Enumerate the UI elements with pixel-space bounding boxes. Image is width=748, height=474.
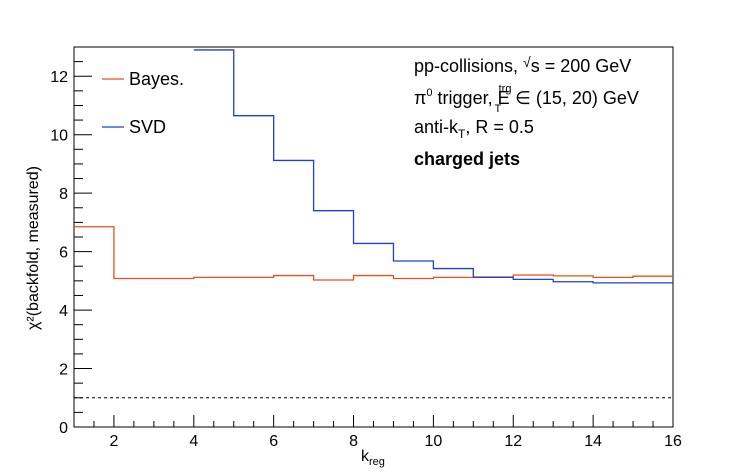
- y-tick-label: 8: [59, 186, 68, 203]
- x-tick-label: 14: [584, 433, 602, 450]
- legend: Bayes. SVD: [102, 69, 184, 137]
- series-layer: [74, 49, 673, 284]
- x-tick-label: 2: [109, 433, 118, 450]
- y-axis-title: χ²(backfold, measured): [25, 166, 42, 330]
- series-line-svd: [193, 49, 673, 284]
- series-line-bayes: [74, 226, 673, 281]
- annotation-charged-jets: charged jets: [414, 149, 520, 169]
- y-tick-label: 10: [50, 128, 68, 145]
- y-tick-label: 2: [59, 362, 68, 379]
- annotation-algorithm: anti-kT, R = 0.5: [414, 117, 534, 141]
- y-tick-label: 0: [59, 420, 68, 437]
- y-axis-ticks: 0 2 4 6 8 10 12: [50, 46, 92, 437]
- annotation-collisions: pp-collisions, √s = 200 GeV: [414, 54, 631, 76]
- y-tick-label: 6: [59, 245, 68, 262]
- x-axis-title: kreg: [361, 448, 385, 468]
- y-tick-label: 4: [59, 303, 68, 320]
- x-tick-label: 6: [269, 433, 278, 450]
- x-tick-label: 12: [504, 433, 522, 450]
- x-tick-label: 4: [189, 433, 198, 450]
- x-tick-label: 10: [425, 433, 443, 450]
- x-tick-label: 8: [349, 433, 358, 450]
- annotations: pp-collisions, √s = 200 GeV π0 trigger, …: [414, 54, 639, 169]
- annotation-trigger: π0 trigger, Etrg T∈ (15, 20) GeV: [414, 83, 639, 115]
- legend-label-bayes: Bayes.: [129, 69, 184, 89]
- legend-label-svd: SVD: [129, 117, 166, 137]
- x-tick-label: 16: [664, 433, 682, 450]
- y-tick-label: 12: [50, 69, 68, 86]
- x-axis-ticks: 2 4 6 8 10 12 14 16: [73, 415, 682, 450]
